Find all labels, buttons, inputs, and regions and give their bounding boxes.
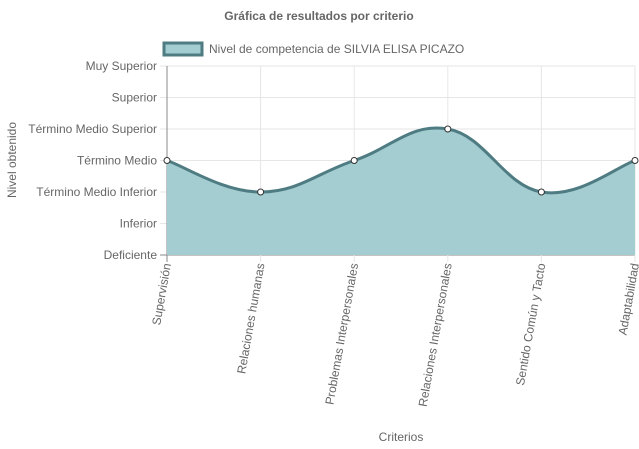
data-point[interactable] — [537, 188, 545, 196]
data-point[interactable] — [163, 157, 171, 164]
x-axis-title: Criterios — [379, 430, 424, 444]
x-tick-label: Relaciones Interpersonales — [416, 262, 455, 408]
y-tick-label: Inferior — [120, 217, 157, 231]
chart-title: Gráfica de resultados por criterio — [224, 9, 413, 23]
x-tick-label: Sentido Común y Tacto — [513, 262, 548, 387]
legend-label[interactable]: Nivel de competencia de SILVIA ELISA PIC… — [209, 42, 464, 56]
legend[interactable]: Nivel de competencia de SILVIA ELISA PIC… — [162, 41, 464, 57]
y-tick-label: Deficiente — [104, 248, 158, 262]
x-tick-label: Relaciones humanas — [234, 262, 267, 375]
data-point[interactable] — [257, 188, 265, 196]
data-point[interactable] — [631, 157, 639, 164]
y-tick-label: Término Medio Superior — [28, 122, 157, 136]
y-tick-labels: Deficiente Inferior Término Medio Inferior… — [28, 59, 157, 262]
data-point[interactable] — [350, 157, 358, 164]
series-line — [166, 126, 636, 195]
y-tick-label: Muy Superior — [86, 59, 157, 73]
data-point[interactable] — [444, 125, 452, 133]
y-tick-label: Término Medio — [77, 154, 157, 168]
y-tick-label: Término Medio Inferior — [36, 185, 157, 199]
y-axis-title: Nivel obtenido — [5, 122, 19, 198]
x-tick-label: Problemas Interpersonales — [322, 262, 361, 406]
x-tick-label: Supervisión — [149, 262, 174, 326]
data-points — [163, 125, 639, 196]
y-tick-label: Superior — [112, 91, 157, 105]
x-tick-labels: Supervisión Relaciones humanas Problemas I… — [149, 262, 639, 408]
legend-swatch[interactable] — [162, 41, 204, 57]
series-area — [167, 128, 635, 255]
x-tick-label: Adaptabilidad — [616, 262, 639, 336]
